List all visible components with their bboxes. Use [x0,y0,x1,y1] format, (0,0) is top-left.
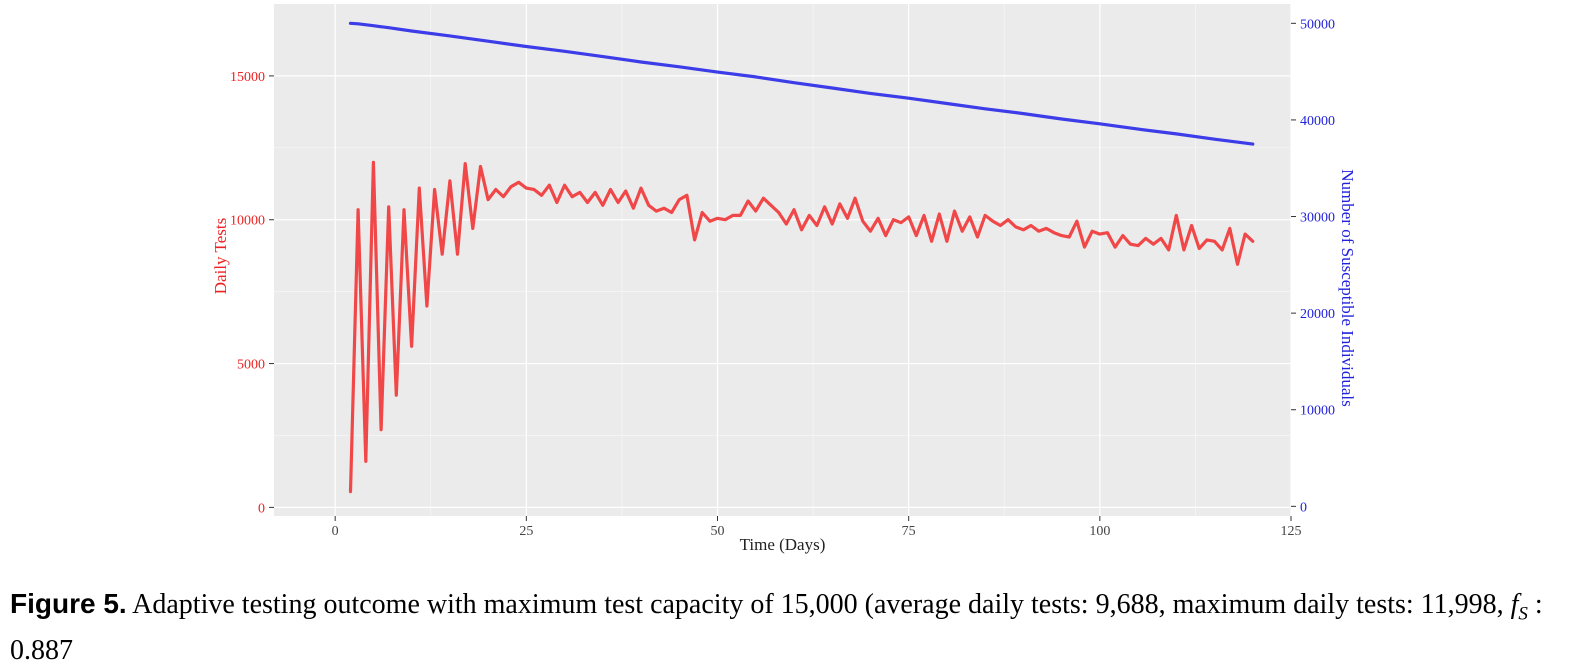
dual-axis-line-chart: 0 25 50 75 100 125 0 5000 10000 15000 0 10000 20000 3… [211,4,1357,554]
axes: 0 25 50 75 100 125 0 5000 10000 15000 0 10000 20000 3… [230,17,1335,539]
gridlines [274,4,1292,516]
susceptible-line [348,21,1255,146]
plot-panel [274,4,1291,516]
x-tick-label: 75 [902,524,916,539]
caption-subscript: S [1518,603,1528,625]
caption-symbol: f [1510,589,1519,620]
series-lines [348,21,1255,494]
caption-text: Adaptive testing outcome with maximum te… [126,589,1511,620]
x-tick-label: 125 [1281,524,1302,539]
left-y-tick-label: 15000 [230,70,265,85]
right-y-tick-label: 0 [1300,500,1307,515]
x-tick-label: 25 [519,524,533,539]
right-y-tick-label: 40000 [1300,114,1335,129]
right-y-tick-label: 10000 [1300,404,1335,419]
left-y-tick-label: 5000 [237,358,265,373]
left-y-tick-label: 10000 [230,214,265,229]
figure-label: Figure 5. [10,588,127,619]
figure-caption: Figure 5. Adaptive testing outcome with … [10,586,1580,669]
right-y-tick-label: 30000 [1300,211,1335,226]
x-axis-title: Time (Days) [740,535,826,554]
x-tick-label: 0 [332,524,339,539]
left-y-tick-label: 0 [258,501,265,516]
right-y-tick-label: 20000 [1300,307,1335,322]
x-tick-label: 100 [1089,524,1110,539]
caption-value: : 0.887 [10,589,1543,666]
left-y-axis-title: Daily Tests [211,218,230,294]
right-y-tick-label: 50000 [1300,17,1335,32]
x-tick-label: 50 [711,524,725,539]
right-y-axis-title: Number of Susceptible Individuals [1338,169,1357,407]
daily-tests-line [348,160,1255,494]
